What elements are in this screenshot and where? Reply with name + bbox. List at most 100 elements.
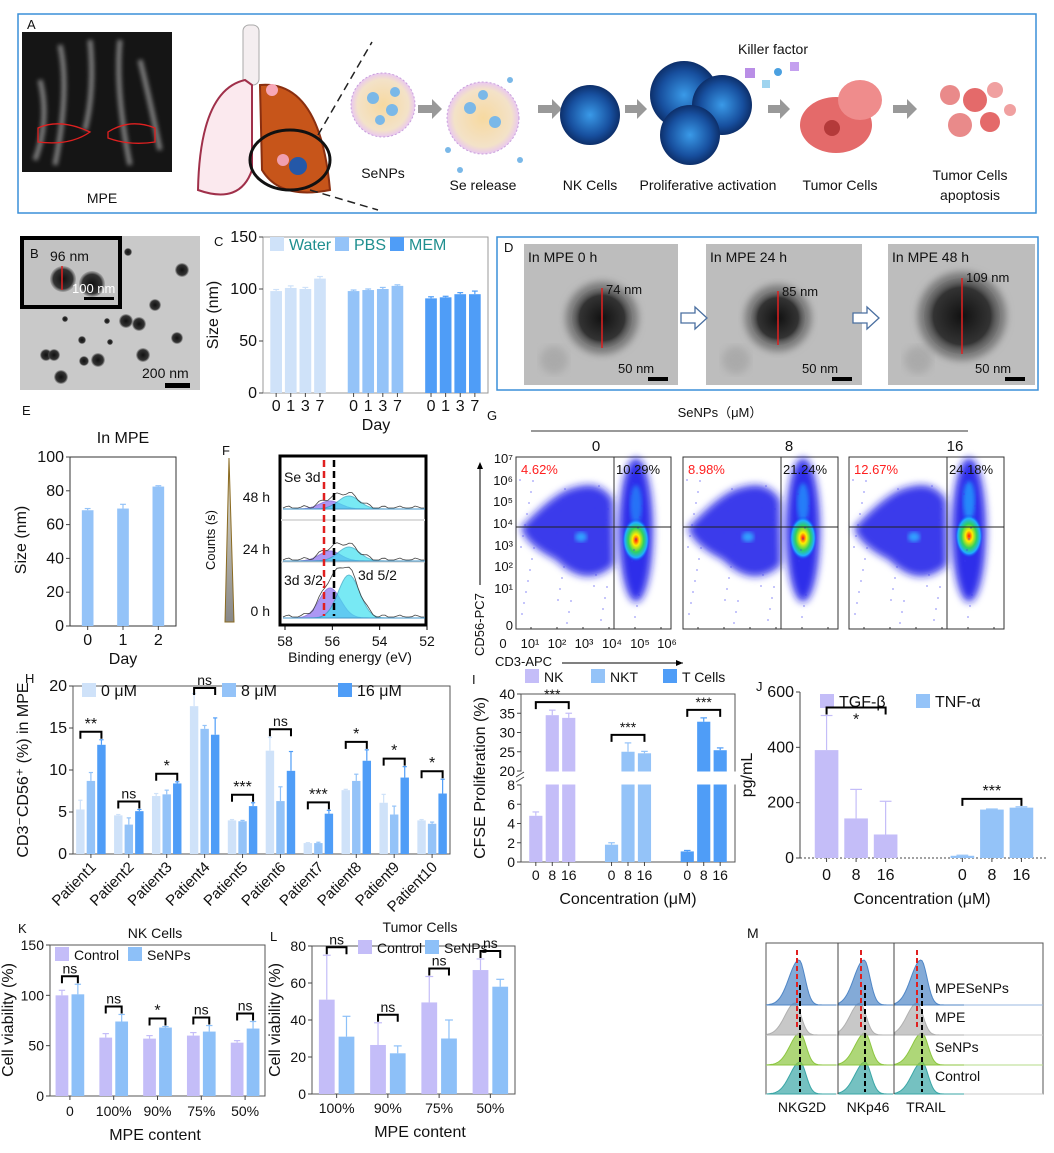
event-dot (734, 544, 736, 546)
peak-52-label: 3d 5/2 (358, 567, 397, 583)
chart-title: In MPE (97, 430, 149, 447)
bar (286, 770, 296, 854)
x-tick-label: 100% (319, 1100, 355, 1116)
panel-f-xps: F Counts (s) 48 h 24 h 0 h Binding energ… (203, 443, 435, 665)
y-tick-label: 50 (239, 333, 257, 350)
bracket-line (377, 1013, 399, 1022)
se-release-label: Se release (450, 177, 517, 193)
raw-spectrum (282, 566, 424, 618)
event-dot (598, 485, 600, 487)
row-label: MPE (935, 1009, 965, 1025)
significance-bracket: *** (686, 694, 722, 717)
x-tick-label: 2 (154, 632, 163, 649)
event-dot (934, 541, 936, 543)
event-dot (725, 521, 727, 523)
nk-cells-label: NK Cells (563, 177, 617, 193)
event-dot (566, 622, 568, 624)
event-dot (771, 597, 773, 599)
significance-label: ns (106, 990, 121, 1006)
event-dot (601, 541, 603, 543)
y-tick-label: 6 (507, 796, 515, 812)
event-dot (641, 505, 643, 507)
x-axis-label: Day (109, 651, 137, 668)
bar (318, 999, 335, 1094)
y-tick-label: 0 (36, 1088, 44, 1104)
event-dot (965, 482, 967, 484)
significance-label: ns (483, 935, 498, 951)
event-dot (966, 549, 968, 551)
significance-label: ns (63, 960, 78, 976)
x-tick-label: 16 (712, 867, 728, 883)
event-dot (530, 491, 532, 493)
significance-label: * (429, 755, 435, 772)
inset-scale-label: 100 nm (72, 281, 115, 296)
y-tick-label: 150 (230, 229, 257, 246)
bracket-line (79, 730, 103, 739)
x-tick-label: 1 (364, 398, 373, 415)
y-tick-label: 60 (290, 975, 306, 991)
event-dot (977, 561, 979, 563)
event-dot (561, 577, 563, 579)
event-dot (891, 521, 893, 523)
marker-label: TRAIL (906, 1099, 946, 1115)
event-dot (772, 519, 774, 521)
bar (135, 811, 144, 854)
apoptotic-cells-icon (940, 82, 1016, 137)
bracket-line (610, 733, 646, 742)
concentration-label: 0 (592, 438, 600, 455)
event-dot (533, 547, 535, 549)
plot-frame (262, 236, 489, 394)
event-dot (635, 538, 637, 540)
event-dot (640, 583, 642, 585)
event-dot (865, 480, 867, 482)
x-tick-label: 3 (301, 398, 310, 415)
y-tick-label: 50 (28, 1038, 44, 1054)
event-dot (606, 586, 608, 588)
event-dot (774, 508, 776, 510)
event-dot (866, 547, 868, 549)
significance-label: ** (85, 716, 97, 733)
panel-label: K (18, 921, 27, 936)
event-dot (899, 622, 901, 624)
bar (99, 1037, 113, 1096)
senps-icon (350, 72, 416, 138)
significance-label: *** (233, 779, 252, 796)
bar (469, 294, 481, 393)
histogram-curve (894, 1061, 964, 1095)
nk-percentage: 8.98% (688, 462, 725, 477)
x-tick-label: 1 (286, 398, 295, 415)
apoptosis-label-line1: Tumor Cells (933, 167, 1008, 183)
marker-label: NKG2D (778, 1099, 826, 1115)
legend-swatch (916, 694, 930, 708)
bar (352, 780, 361, 854)
event-dot (766, 552, 768, 554)
bracket-line (117, 800, 141, 809)
legend-label: 16 μM (357, 683, 402, 700)
scale-label: 50 nm (618, 361, 654, 376)
event-dot (852, 479, 854, 481)
bar (162, 794, 171, 854)
scale-label: 50 nm (802, 361, 838, 376)
event-dot (765, 485, 767, 487)
significance-label: ns (238, 998, 253, 1014)
event-dot (531, 558, 533, 560)
bar (545, 715, 559, 862)
bar (529, 815, 543, 862)
bar (86, 780, 96, 854)
background-texture (722, 346, 750, 374)
significance-bracket: * (420, 755, 444, 779)
se3d-label: Se 3d (284, 469, 321, 485)
scale-bar (84, 297, 114, 300)
y-tick-label: 10³ (494, 538, 513, 553)
significance-bracket: *** (231, 779, 255, 802)
histogram-curve (838, 959, 893, 1006)
legend-label: NK (544, 669, 564, 685)
bar (284, 287, 297, 393)
legend-label: MEM (409, 237, 446, 254)
x-tick-label: 0 (532, 867, 540, 883)
significance-label: *** (309, 786, 328, 803)
y-tick-label: 15 (49, 720, 67, 737)
y-axis-label: CD56-PC7 (472, 593, 487, 656)
flow-plot: 16 12.67% 24.18% (848, 438, 1005, 630)
y-tick-label: 0 (506, 618, 513, 633)
